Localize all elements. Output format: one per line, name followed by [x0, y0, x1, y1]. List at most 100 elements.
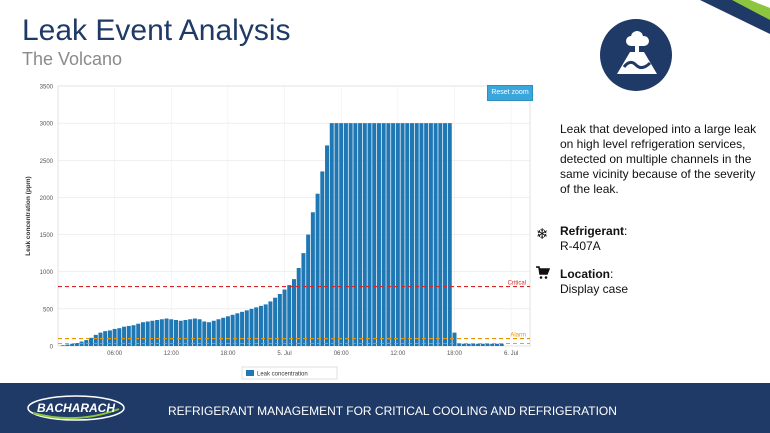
data-bar	[240, 311, 245, 346]
x-tick-label: 6. Jul	[504, 351, 518, 357]
data-bar	[178, 320, 183, 346]
data-bar	[287, 285, 292, 346]
critical-threshold-label: Critical	[508, 281, 526, 287]
refrigerant-value: R-407A	[560, 239, 601, 253]
page-subtitle: The Volcano	[22, 49, 123, 69]
data-bar	[461, 343, 466, 346]
data-bar	[254, 307, 259, 346]
data-bar	[348, 123, 353, 346]
data-bar	[358, 123, 363, 346]
snowflake-icon: ❄	[536, 225, 549, 243]
data-bar	[476, 343, 481, 346]
data-bar	[291, 279, 297, 346]
data-bar	[70, 343, 75, 346]
data-bar	[235, 313, 240, 346]
legend-label: Leak concentration	[257, 372, 308, 378]
data-bar	[207, 322, 212, 346]
data-bar	[494, 343, 499, 346]
y-tick-label: 3000	[40, 122, 54, 128]
data-bar	[480, 343, 485, 346]
data-bar	[353, 123, 358, 346]
data-bar	[301, 253, 306, 346]
data-bar	[74, 343, 79, 346]
y-tick-label: 3500	[40, 85, 54, 91]
data-bar	[140, 322, 145, 346]
page-title: Leak Event Analysis	[22, 14, 291, 47]
cart-icon	[536, 266, 551, 283]
data-bar	[447, 123, 452, 346]
data-bar	[277, 294, 282, 346]
data-bar	[433, 123, 438, 346]
data-bar	[391, 123, 396, 346]
reset-zoom-button[interactable]: Reset zoom	[487, 85, 533, 101]
data-bar	[197, 319, 202, 346]
data-bar	[343, 123, 348, 346]
data-bar	[376, 123, 381, 346]
data-bar	[103, 331, 108, 346]
data-bar	[117, 328, 122, 346]
y-tick-label: 1000	[40, 270, 54, 276]
x-tick-label: 06:00	[107, 351, 123, 357]
data-bar	[169, 319, 174, 346]
x-tick-label: 06:00	[334, 351, 350, 357]
location-label: Location:	[560, 267, 614, 281]
bacharach-logo: BACHARACH	[27, 395, 125, 421]
data-bar	[244, 310, 249, 346]
data-bar	[306, 234, 311, 346]
data-bar	[216, 319, 221, 346]
data-bar	[490, 343, 495, 346]
data-bar	[112, 328, 117, 346]
data-bar	[84, 340, 89, 346]
data-bar	[296, 268, 301, 346]
data-bar	[192, 318, 197, 346]
data-bar	[457, 343, 462, 346]
refrigerant-label: Refrigerant:	[560, 224, 628, 238]
data-bar	[424, 123, 429, 346]
data-bar	[249, 308, 254, 346]
data-bar	[89, 337, 94, 346]
data-bar	[485, 343, 490, 346]
y-axis-label: Leak concentration (ppm)	[25, 176, 32, 255]
data-bar	[315, 193, 320, 346]
x-tick-label: 18:00	[447, 351, 463, 357]
data-bar	[320, 171, 325, 346]
alarm-threshold-label: Alarm	[510, 333, 526, 339]
data-bar	[325, 145, 330, 346]
data-bar	[409, 123, 415, 346]
data-bar	[405, 123, 410, 346]
data-bar	[329, 123, 334, 346]
data-bar	[443, 123, 448, 346]
x-tick-label: 18:00	[220, 351, 236, 357]
footer-text: REFRIGERANT MANAGEMENT FOR CRITICAL COOL…	[168, 404, 617, 418]
svg-text:BACHARACH: BACHARACH	[37, 401, 115, 415]
data-bar	[362, 123, 367, 346]
data-bar	[400, 123, 405, 346]
data-bar	[155, 320, 160, 346]
y-tick-label: 0	[50, 345, 54, 351]
data-bar	[173, 320, 179, 346]
corner-decoration	[700, 0, 770, 34]
data-bar	[334, 123, 339, 346]
data-bar	[438, 123, 443, 346]
data-bar	[499, 343, 504, 346]
data-bar	[471, 343, 476, 346]
volcano-icon	[617, 31, 657, 74]
data-bar	[263, 304, 268, 346]
data-bar	[273, 297, 278, 346]
data-bar	[188, 319, 193, 346]
y-tick-label: 1500	[40, 233, 54, 239]
data-bar	[419, 123, 424, 346]
x-tick-label: 12:00	[164, 351, 180, 357]
data-bar	[386, 123, 391, 346]
data-bar	[339, 123, 344, 346]
data-bar	[164, 318, 169, 346]
data-bar	[136, 323, 141, 346]
data-bar	[230, 314, 235, 346]
location-value: Display case	[560, 282, 629, 296]
data-bar	[202, 321, 207, 346]
data-bar	[367, 123, 372, 346]
data-bar	[414, 123, 419, 346]
data-bar	[395, 123, 400, 346]
data-bar	[122, 326, 127, 346]
data-bar	[221, 317, 226, 346]
